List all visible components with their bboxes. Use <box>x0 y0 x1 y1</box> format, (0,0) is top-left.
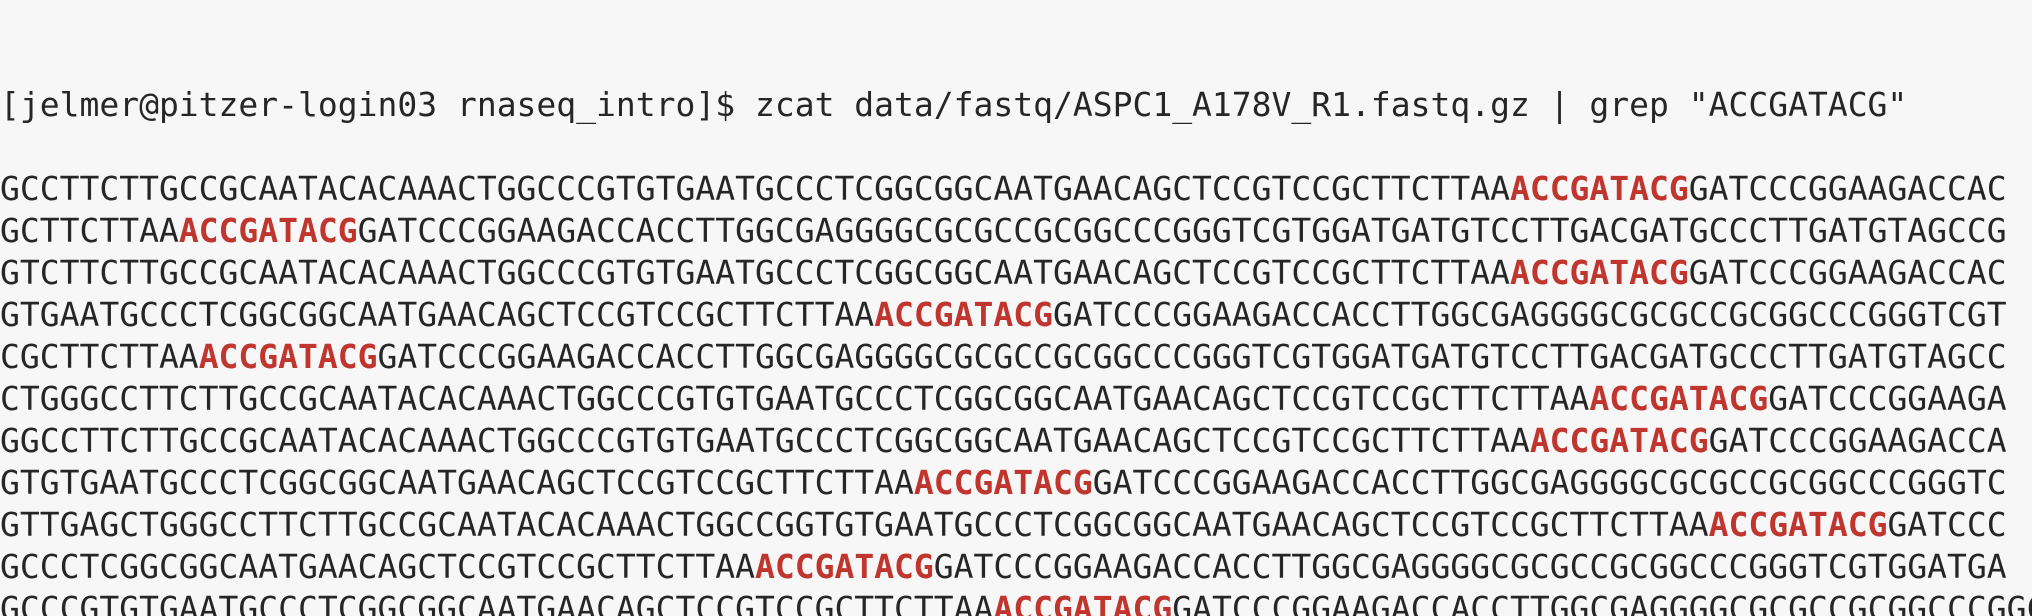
output-line: GCCTTCTTGCCGCAATACACAAACTGGCCCGTGTGAATGC… <box>0 168 2032 210</box>
sequence-text: GTGTGAATGCCCTCGGCGGCAATGAACAGCTCCGTCCGCT… <box>0 463 914 502</box>
match-highlight: ACCGATACG <box>1509 253 1689 292</box>
sequence-text: GATCCCGGAAGACCACCTTGGCGAGGGGCGCGCCGCGGCC… <box>1172 589 2032 616</box>
output-line: GTGAATGCCCTCGGCGGCAATGAACAGCTCCGTCCGCTTC… <box>0 294 2032 336</box>
sequence-text: GGCCTTCTTGCCGCAATACACAAACTGGCCCGTGTGAATG… <box>0 421 1530 460</box>
sequence-text: GATCCCGGAAGA <box>1768 379 2007 418</box>
sequence-text: GCTTCTTAA <box>0 211 179 250</box>
match-highlight: ACCGATACG <box>198 337 378 376</box>
sequence-text: CTGGGCCTTCTTGCCGCAATACACAAACTGGCCCGTGTGA… <box>0 379 1590 418</box>
output-line: CGCTTCTTAAACCGATACGGATCCCGGAAGACCACCTTGG… <box>0 336 2032 378</box>
sequence-text: GATCCC <box>1887 505 2007 544</box>
match-highlight: ACCGATACG <box>913 463 1093 502</box>
sequence-text: GATCCCGGAAGACCACCTTGGCGAGGGGCGCGCCGCGGCC… <box>377 337 2007 376</box>
sequence-text: GATCCCGGAAGACCACCTTGGCGAGGGGCGCGCCGCGGCC… <box>933 547 2007 586</box>
sequence-text: GATCCCGGAAGACCACCTTGGCGAGGGGCGCGCCGCGGCC… <box>357 211 2007 250</box>
sequence-text: GCCTTCTTGCCGCAATACACAAACTGGCCCGTGTGAATGC… <box>0 169 1510 208</box>
sequence-text: GATCCCGGAAGACCA <box>1708 421 2007 460</box>
match-highlight: ACCGATACG <box>1589 379 1769 418</box>
match-highlight: ACCGATACG <box>874 295 1053 334</box>
sequence-text: GATCCCGGAAGACCAC <box>1688 253 2007 292</box>
match-highlight: ACCGATACG <box>993 589 1173 616</box>
match-highlight: ACCGATACG <box>754 547 934 586</box>
output-line: GCCCGTGTGAATGCCCTCGGCGGCAATGAACAGCTCCGTC… <box>0 588 2032 616</box>
prompt-line: [jelmer@pitzer-login03 rnaseq_intro]$ zc… <box>0 85 1908 124</box>
output-line: GCTTCTTAAACCGATACGGATCCCGGAAGACCACCTTGGC… <box>0 210 2032 252</box>
output-line: GGCCTTCTTGCCGCAATACACAAACTGGCCCGTGTGAATG… <box>0 420 2032 462</box>
match-highlight: ACCGATACG <box>1529 421 1709 460</box>
sequence-text: GTCTTCTTGCCGCAATACACAAACTGGCCCGTGTGAATGC… <box>0 253 1510 292</box>
match-highlight: ACCGATACG <box>1708 505 1888 544</box>
output-line: CTGGGCCTTCTTGCCGCAATACACAAACTGGCCCGTGTGA… <box>0 378 2032 420</box>
sequence-text: GTTGAGCTGGGCCTTCTTGCCGCAATACACAAACTGGCCG… <box>0 505 1709 544</box>
match-highlight: ACCGATACG <box>1509 169 1689 208</box>
sequence-text: CGCTTCTTAA <box>0 337 199 376</box>
sequence-text: GCCCTCGGCGGCAATGAACAGCTCCGTCCGCTTCTTAA <box>0 547 755 586</box>
output-line: GTGTGAATGCCCTCGGCGGCAATGAACAGCTCCGTCCGCT… <box>0 462 2032 504</box>
sequence-text: GATCCCGGAAGACCAC <box>1688 169 2007 208</box>
match-highlight: ACCGATACG <box>178 211 358 250</box>
output-line: GTTGAGCTGGGCCTTCTTGCCGCAATACACAAACTGGCCG… <box>0 504 2032 546</box>
output-line: GCCCTCGGCGGCAATGAACAGCTCCGTCCGCTTCTTAAAC… <box>0 546 2032 588</box>
sequence-text: GTGAATGCCCTCGGCGGCAATGAACAGCTCCGTCCGCTTC… <box>0 295 875 334</box>
output-line: GTCTTCTTGCCGCAATACACAAACTGGCCCGTGTGAATGC… <box>0 252 2032 294</box>
sequence-text: GCCCGTGTGAATGCCCTCGGCGGCAATGAACAGCTCCGTC… <box>0 589 994 616</box>
sequence-text: GATCCCGGAAGACCACCTTGGCGAGGGGCGCGCCGCGGCC… <box>1053 295 2007 334</box>
sequence-text: GATCCCGGAAGACCACCTTGGCGAGGGGCGCGCCGCGGCC… <box>1092 463 2007 502</box>
